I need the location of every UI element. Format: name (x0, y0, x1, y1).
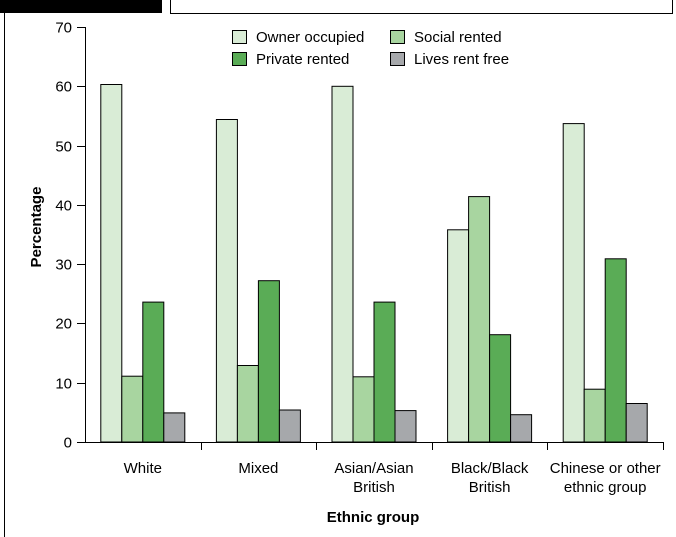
x-tick-label: ethnic group (564, 479, 647, 496)
bar-owner-occupied (562, 123, 585, 443)
bar-private-rented (257, 280, 280, 443)
bar-social-rented (236, 365, 259, 443)
legend: Owner occupied Social rented Private rente… (232, 29, 509, 68)
bar-owner-occupied (331, 85, 354, 443)
bar-social-rented (352, 376, 375, 443)
x-tick-label: White (124, 460, 162, 477)
x-tick-label: British (353, 479, 395, 496)
bar-lives-rent-free (510, 414, 533, 443)
legend-swatch-social-rented (390, 30, 405, 44)
x-tick-label: Asian/Asian (334, 460, 413, 477)
legend-swatch-owner-occupied (232, 30, 247, 44)
x-tick-label: Black/Black (451, 460, 529, 477)
x-tick-label: Chinese or other (550, 460, 661, 477)
bar-private-rented (604, 258, 627, 443)
legend-label: Social rented (414, 29, 502, 46)
bar-lives-rent-free (163, 412, 186, 443)
legend-label: Private rented (256, 51, 349, 68)
y-tick-label: 70 (55, 20, 72, 37)
y-tick-label: 60 (55, 79, 72, 96)
legend-swatch-private-rented (232, 52, 247, 66)
bar-private-rented (142, 301, 165, 443)
bar-owner-occupied (100, 84, 123, 443)
bar-private-rented (489, 334, 512, 443)
x-tick-label: Mixed (238, 460, 278, 477)
y-tick-label: 20 (55, 316, 72, 333)
bar-lives-rent-free (394, 410, 417, 443)
legend-swatch-lives-rent-free (390, 52, 405, 66)
y-tick-label: 50 (55, 139, 72, 156)
bar-social-rented (468, 196, 491, 443)
legend-label: Owner occupied (256, 29, 364, 46)
legend-label: Lives rent free (414, 51, 509, 68)
bar-social-rented (121, 375, 144, 443)
bar-lives-rent-free (278, 409, 301, 443)
x-tick-label: British (469, 479, 511, 496)
x-axis-label: Ethnic group (327, 509, 420, 526)
y-tick-label: 40 (55, 198, 72, 215)
y-tick-label: 30 (55, 257, 72, 274)
header-caption-box (170, 0, 673, 14)
y-axis-label: Percentage (28, 187, 45, 268)
bar-private-rented (373, 301, 396, 443)
y-tick-label: 0 (64, 435, 72, 452)
bar-lives-rent-free (625, 403, 648, 443)
bar-social-rented (583, 388, 606, 443)
y-tick-label: 10 (55, 376, 72, 393)
plot-area: 0 10 20 30 40 50 60 70 White Mixed Asian/Asian Brit… (55, 20, 664, 496)
bar-owner-occupied (215, 119, 238, 443)
bar-owner-occupied (447, 229, 470, 443)
header-tab-dark (0, 0, 162, 13)
